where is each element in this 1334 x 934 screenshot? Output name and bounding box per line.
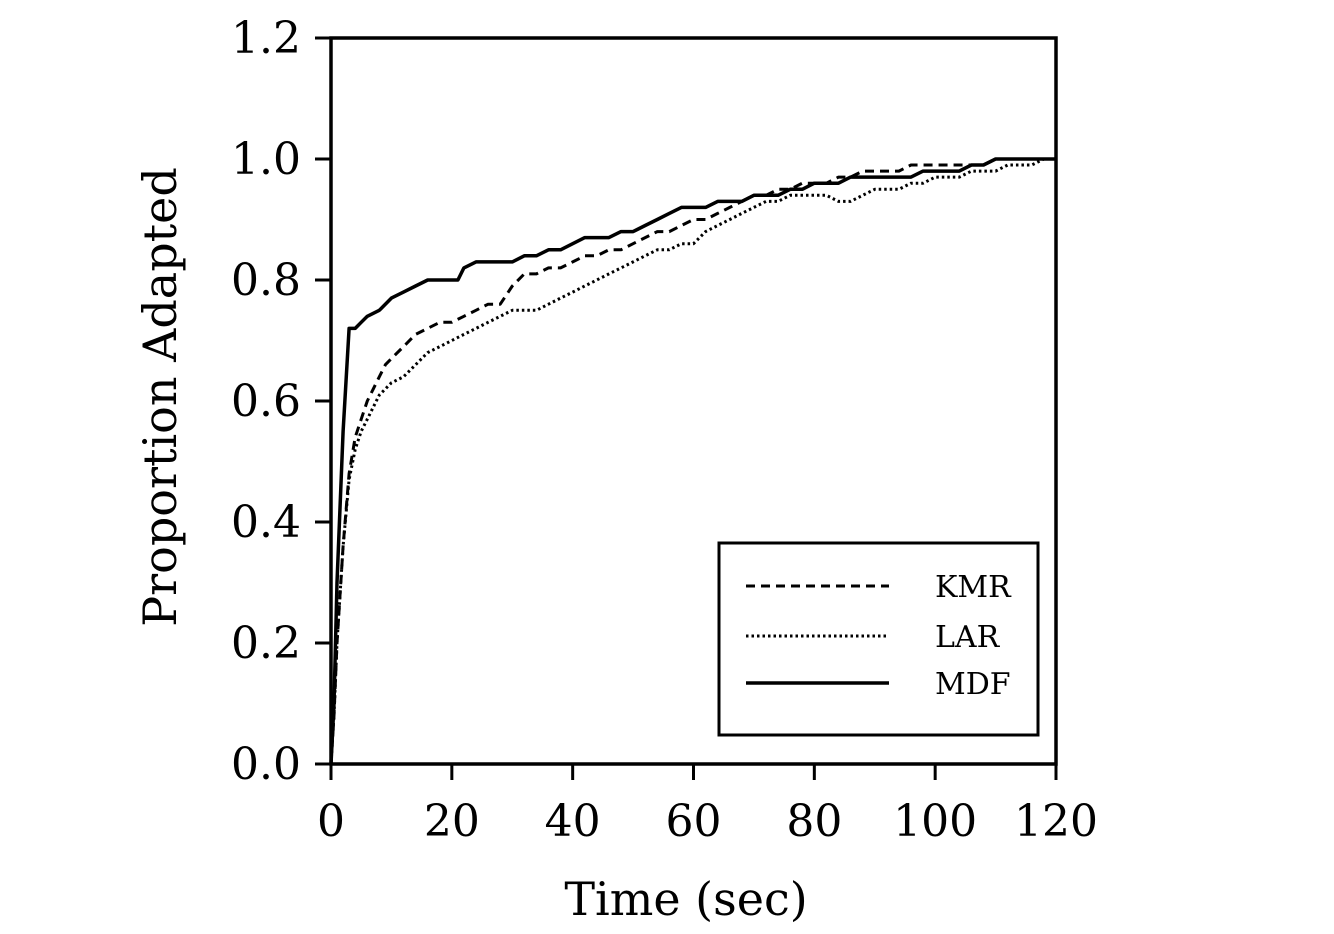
legend-label-lar: LAR [935, 620, 1001, 655]
legend-entries: KMR LAR MDF [746, 570, 1012, 702]
y-axis-title: Proportion Adapted [133, 167, 187, 627]
series-line-lar [329, 157, 1056, 765]
x-tick-label: 100 [893, 796, 977, 847]
y-tick-label: 0.2 [231, 618, 301, 669]
y-tick-label: 0.0 [231, 739, 301, 790]
y-tick-label: 0.6 [231, 376, 301, 427]
y-tick-label: 0.8 [231, 255, 301, 306]
y-axis: 0.0 0.2 0.4 0.6 0.8 1.0 1.2 [231, 13, 331, 790]
x-tick-label: 0 [317, 796, 345, 847]
series-line-mdf [329, 157, 1056, 765]
y-tick-label: 1.2 [231, 13, 301, 64]
legend: KMR LAR MDF [717, 541, 1040, 737]
y-tick-label: 0.4 [231, 497, 301, 548]
x-tick-label: 40 [545, 796, 601, 847]
legend-label-mdf: MDF [935, 667, 1011, 702]
x-axis: 0 20 40 60 80 100 120 [317, 764, 1098, 847]
x-tick-label: 60 [666, 796, 722, 847]
x-tick-label: 120 [1014, 796, 1098, 847]
series-layer [329, 157, 1056, 765]
x-axis-title: Time (sec) [564, 872, 807, 926]
x-tick-label: 20 [424, 796, 480, 847]
series-line-kmr [329, 157, 1056, 765]
legend-label-kmr: KMR [935, 570, 1012, 605]
legend-box [717, 541, 1040, 737]
y-tick-label: 1.0 [231, 134, 301, 185]
x-tick-label: 80 [786, 796, 842, 847]
